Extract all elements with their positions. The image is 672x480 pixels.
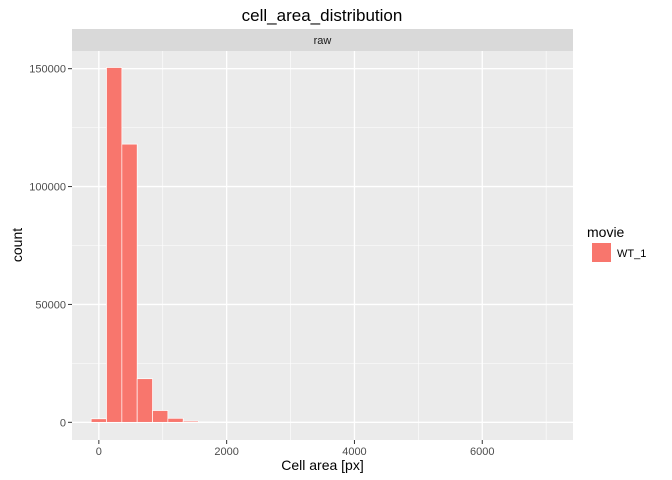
y-tick-label: 0 bbox=[60, 417, 66, 429]
legend-title: movie bbox=[587, 224, 625, 240]
x-axis-label: Cell area [px] bbox=[281, 457, 363, 473]
histogram-bar bbox=[152, 410, 169, 423]
facet-strip-label: raw bbox=[314, 35, 332, 47]
y-axis: 0 50000 100000 150000 bbox=[29, 64, 72, 429]
y-axis-label: count bbox=[9, 228, 25, 262]
facet-strip-background bbox=[72, 29, 573, 51]
histogram-bar bbox=[121, 143, 138, 423]
x-tick-label: 0 bbox=[96, 446, 102, 458]
x-tick-label: 4000 bbox=[342, 446, 366, 458]
facet-strip: raw bbox=[72, 29, 573, 51]
minor-gridlines bbox=[72, 51, 573, 440]
histogram-bars bbox=[90, 67, 552, 423]
legend-key-wt-1 bbox=[592, 243, 611, 262]
legend-label-wt-1: WT_1 bbox=[617, 248, 646, 260]
y-tick-label: 50000 bbox=[35, 299, 66, 311]
chart-title: cell_area_distribution bbox=[242, 6, 403, 25]
y-tick-label: 150000 bbox=[29, 64, 66, 76]
histogram-bar bbox=[106, 67, 123, 423]
y-tick-label: 100000 bbox=[29, 182, 66, 194]
x-tick-label: 2000 bbox=[214, 446, 238, 458]
histogram-bar bbox=[136, 378, 153, 423]
histogram-bar bbox=[90, 418, 107, 423]
legend: movie WT_1 bbox=[587, 224, 646, 262]
x-axis: 0 2000 4000 6000 bbox=[96, 440, 494, 458]
x-tick-label: 6000 bbox=[470, 446, 494, 458]
histogram-bar bbox=[167, 417, 184, 423]
histogram-bar bbox=[182, 420, 199, 423]
